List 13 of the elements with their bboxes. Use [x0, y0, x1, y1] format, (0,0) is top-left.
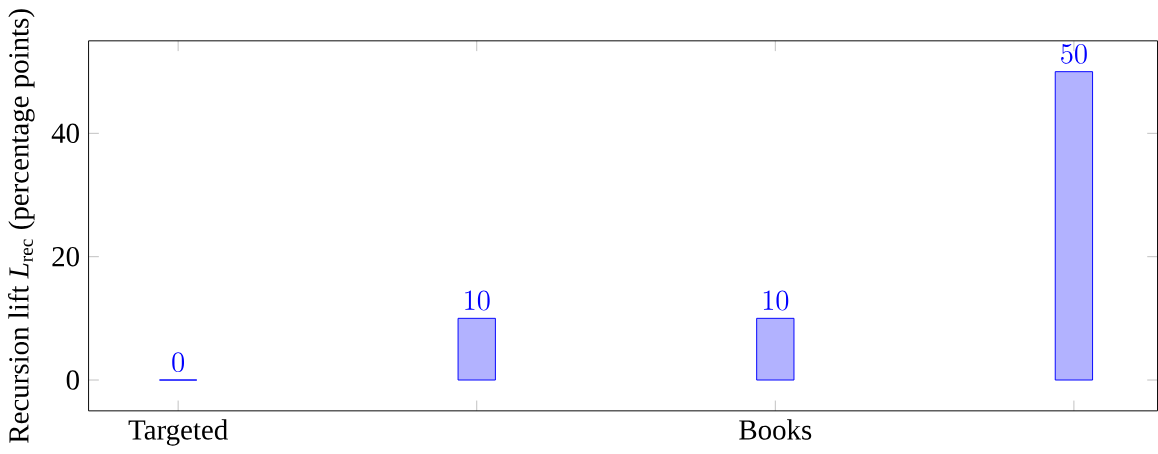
- x-tick-label: Targeted: [128, 419, 228, 446]
- bar: [756, 318, 795, 381]
- y-tick-label: 0: [66, 370, 79, 390]
- y-tick-label: 20: [52, 247, 79, 267]
- data-label: 10: [465, 290, 490, 311]
- data-label: 10: [763, 290, 789, 311]
- bar: [457, 318, 496, 381]
- y-tick-label: 40: [51, 123, 79, 144]
- bar: [1054, 71, 1094, 381]
- data-label: 50: [1061, 44, 1087, 64]
- data-label: 0: [172, 352, 185, 373]
- y-axis-title: Recursion lift L$_{rec}$ (percentage points): [8, 9, 35, 443]
- x-tick-label: Books: [739, 419, 812, 440]
